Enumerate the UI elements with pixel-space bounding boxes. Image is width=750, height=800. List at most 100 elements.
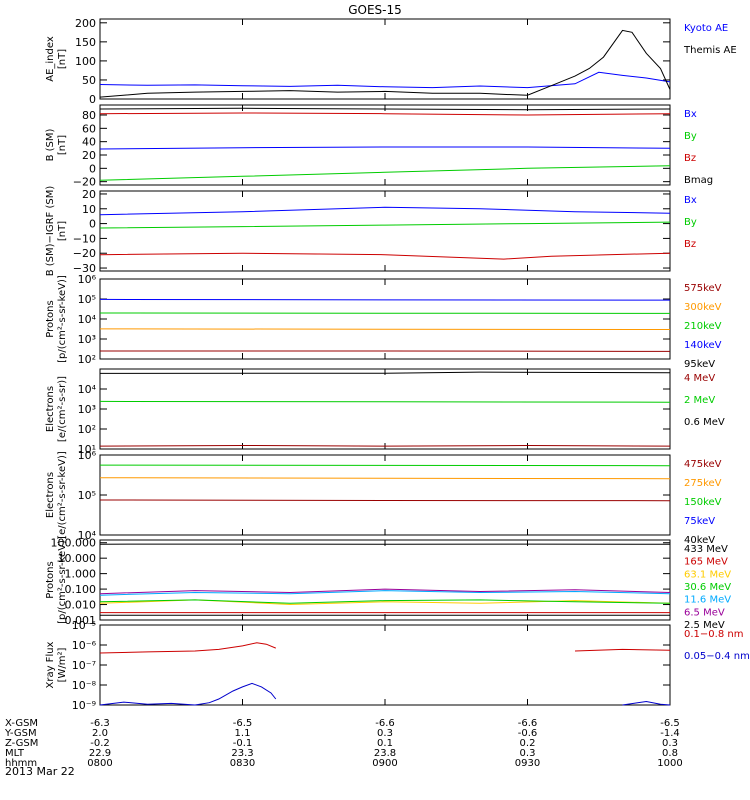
- y-tick-label: 10⁻⁸: [72, 679, 97, 692]
- legend-label: 95keV: [684, 359, 715, 370]
- ephemeris-value: 0.3: [520, 748, 536, 759]
- panel-8: 10⁻⁹ 10⁻⁸ 10⁻⁷ 10⁻⁶ 10⁻⁵ Xray Flux [W/m²] 0.1−0…: [45, 619, 750, 712]
- y-tick-label: 100.000: [51, 537, 97, 550]
- y-tick-label: 10³: [78, 403, 96, 416]
- ephemeris-table: X-GSM -6.3 -6.5 -6.6 -6.6 -6.5Y-GSM 2.0 1.1 0.3-…: [4, 718, 683, 769]
- panel-frame: [99, 624, 671, 706]
- y-tick-label: 10⁻⁵: [72, 619, 96, 632]
- series-line: [99, 588, 671, 595]
- y-axis-label: [p/(cm²-s-sr-keV)]: [57, 275, 68, 363]
- ephemeris-value: 0.8: [662, 748, 678, 759]
- panel-frame: [99, 190, 671, 272]
- series-line: [99, 221, 671, 229]
- ephemeris-value: 0930: [515, 758, 540, 769]
- legend-label: 0.1−0.8 nm: [684, 629, 743, 640]
- y-tick-label: 10⁻⁷: [72, 659, 96, 672]
- legend-label: 2 MeV: [684, 395, 715, 406]
- y-tick-label: −20: [73, 247, 96, 260]
- series-line: [99, 252, 671, 260]
- y-axis-label: [nT]: [57, 221, 68, 241]
- legend-label: By: [684, 217, 697, 228]
- legend-label: 2.5 MeV: [684, 620, 725, 631]
- chart-title: GOES-15: [348, 3, 402, 17]
- panel-3: −30 −20 −100 10 20 B (SM)−IGRF (SM) [nT] Bx By Bz: [45, 186, 697, 277]
- y-tick-label: 10⁶: [78, 273, 97, 286]
- series-line: [99, 590, 671, 596]
- legend-label: 210keV: [684, 321, 722, 332]
- legend-label: 75keV: [684, 516, 715, 527]
- y-tick-label: 20: [82, 188, 96, 201]
- y-tick-label: 0: [89, 93, 96, 106]
- ephemeris-value: 0830: [230, 758, 255, 769]
- y-tick-label: 50: [82, 74, 96, 87]
- y-tick-label: 10⁵: [78, 489, 96, 502]
- ephemeris-row-name: Z-GSM: [5, 738, 38, 749]
- ephemeris-value: 0.2: [520, 738, 536, 749]
- series-line: [99, 599, 671, 604]
- ephemeris-value: 23.3: [231, 748, 253, 759]
- y-tick-label: 0: [89, 218, 96, 231]
- series-line: [99, 444, 671, 447]
- ephemeris-value: 23.8: [374, 748, 396, 759]
- y-axis-label: [e/(cm²-s-sr)]: [57, 376, 68, 442]
- legend-label: Bz: [684, 239, 696, 250]
- ephemeris-value: 0.1: [377, 738, 393, 749]
- legend-label: Bx: [684, 109, 697, 120]
- series-line: [99, 165, 671, 181]
- series-line: [99, 146, 671, 150]
- legend-label: 6.5 MeV: [684, 607, 725, 618]
- y-tick-label: 60: [82, 122, 96, 135]
- y-tick-label: 10: [82, 203, 96, 216]
- y-axis-label: [nT]: [57, 135, 68, 155]
- y-tick-label: 80: [82, 109, 96, 122]
- y-tick-label: 10²: [78, 353, 96, 366]
- series-line: [99, 206, 671, 216]
- y-tick-label: 10²: [78, 423, 96, 436]
- legend-label: 140keV: [684, 340, 722, 351]
- ephemeris-value: 0900: [372, 758, 397, 769]
- y-tick-label: 40: [82, 136, 96, 149]
- y-axis-label: Protons: [45, 300, 56, 337]
- y-tick-label: 100: [75, 55, 96, 68]
- ephemeris-value: 0800: [87, 758, 112, 769]
- y-tick-label: 10³: [78, 333, 96, 346]
- series-line: [99, 499, 671, 502]
- y-tick-label: 0: [89, 162, 96, 175]
- y-axis-label: [W/m²]: [57, 647, 68, 682]
- ephemeris-value: -6.3: [90, 718, 110, 729]
- y-tick-label: 10⁶: [78, 449, 97, 462]
- y-tick-label: 10⁴: [78, 529, 97, 542]
- legend-label: Bz: [684, 153, 696, 164]
- y-axis-label: [e/(cm²-s-sr-keV)]: [57, 451, 68, 539]
- panel-frame: [99, 454, 671, 536]
- y-axis-label: B (SM)−IGRF (SM): [45, 186, 56, 277]
- y-tick-label: −20: [73, 176, 96, 189]
- ephemeris-row-name: X-GSM: [5, 718, 38, 729]
- y-tick-label: 200: [75, 17, 96, 30]
- series-line: [99, 112, 671, 116]
- legend-label: 150keV: [684, 497, 722, 508]
- series-line: [99, 682, 671, 706]
- ephemeris-value: -0.2: [90, 738, 110, 749]
- y-tick-label: 10⁻⁹: [72, 699, 96, 712]
- ephemeris-value: 1000: [657, 758, 682, 769]
- ephemeris-row-name: Y-GSM: [4, 728, 37, 739]
- ephemeris-value: -6.5: [660, 718, 680, 729]
- legend-label: 475keV: [684, 459, 722, 470]
- ephemeris-row-name: hhmm: [5, 758, 37, 769]
- y-axis-label: [nT]: [57, 49, 68, 69]
- legend-label: Bmag: [684, 175, 713, 186]
- legend-label: 30.6 MeV: [684, 582, 731, 593]
- y-axis-label: AE_index: [45, 36, 56, 82]
- y-tick-label: 10⁴: [78, 383, 97, 396]
- ephemeris-value: 0.3: [377, 728, 393, 739]
- ephemeris-value: 0.3: [662, 738, 678, 749]
- ephemeris-value: -6.5: [233, 718, 253, 729]
- legend-label: 4 MeV: [684, 373, 715, 384]
- panel-4: 10² 10³ 10⁴ 10⁵ 10⁶ Protons [p/(cm²-s-sr-keV)]…: [45, 273, 722, 370]
- y-tick-label: 10⁻⁶: [72, 639, 97, 652]
- y-tick-label: 0.100: [65, 583, 97, 596]
- legend-label: 165 MeV: [684, 557, 728, 568]
- ephemeris-row-name: MLT: [5, 748, 25, 759]
